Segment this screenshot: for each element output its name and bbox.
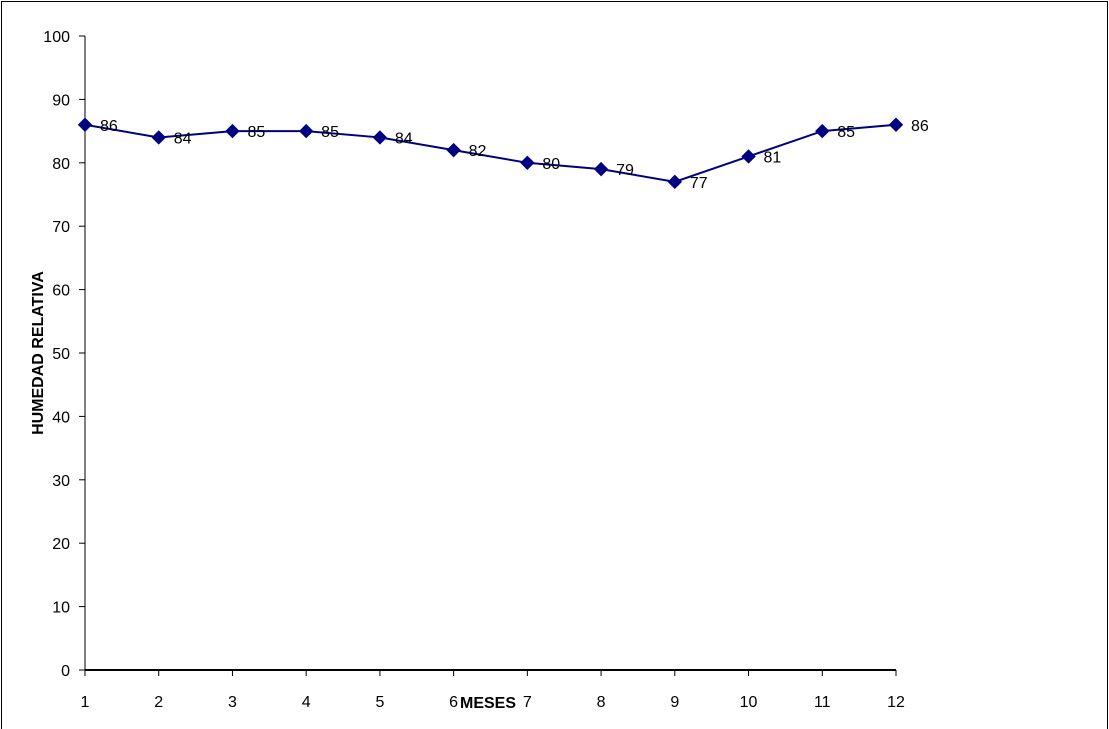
- y-tick-label: 50: [52, 346, 70, 363]
- data-point-marker: [372, 130, 388, 145]
- y-tick-label: 30: [52, 473, 70, 490]
- y-tick-label: 10: [52, 600, 70, 617]
- x-tick-label: 3: [228, 694, 237, 711]
- data-point-marker: [888, 117, 904, 132]
- data-label: 82: [469, 143, 487, 160]
- y-tick-label: 20: [52, 536, 70, 553]
- y-tick-label: 60: [52, 283, 70, 300]
- x-tick-label: 8: [597, 694, 606, 711]
- x-tick-label: 11: [814, 694, 831, 711]
- data-label: 85: [247, 124, 265, 141]
- y-tick-label: 70: [52, 219, 70, 236]
- data-label: 85: [321, 124, 339, 141]
- data-point-marker: [667, 174, 683, 190]
- data-point-marker: [151, 130, 166, 145]
- x-tick-label: 6: [449, 694, 458, 711]
- x-axis-title: MESES: [460, 695, 516, 712]
- x-tick-label: 12: [887, 694, 905, 711]
- y-axis-title: HUMEDAD RELATIVA: [30, 271, 47, 435]
- y-tick-label: 0: [61, 663, 70, 680]
- data-label: 85: [837, 124, 855, 141]
- data-label: 80: [542, 156, 560, 173]
- data-point-marker: [593, 161, 609, 177]
- data-label: 79: [616, 162, 634, 179]
- y-tick-label: 90: [52, 92, 70, 109]
- data-point-marker: [77, 117, 93, 132]
- x-tick-label: 2: [154, 694, 163, 711]
- x-tick-label: 7: [523, 694, 532, 711]
- data-label: 84: [395, 130, 413, 147]
- data-point-marker: [446, 142, 461, 158]
- series: [77, 117, 904, 190]
- data-label: 86: [911, 118, 929, 135]
- data-point-marker: [741, 149, 756, 164]
- x-tick-label: 9: [670, 694, 679, 711]
- x-tick-label: 1: [81, 694, 90, 711]
- data-point-marker: [815, 123, 830, 139]
- data-label: 86: [100, 118, 118, 135]
- x-tick-label: 4: [302, 694, 311, 711]
- data-label: 77: [690, 175, 708, 192]
- series-line: [84, 123, 897, 183]
- data-labels: 86 84 85 85 84 82 80 79 77 81 85 86: [100, 118, 929, 192]
- x-tick-label: 5: [375, 694, 384, 711]
- x-tick-label: 10: [740, 694, 758, 711]
- data-label: 84: [174, 130, 192, 147]
- y-tick-label: 40: [52, 409, 70, 426]
- y-tick-label: 80: [52, 156, 70, 173]
- y-tick-label: 100: [43, 29, 70, 46]
- data-point-marker: [298, 123, 314, 139]
- data-label: 81: [764, 149, 782, 166]
- data-point-marker: [520, 155, 535, 171]
- data-point-marker: [225, 123, 240, 139]
